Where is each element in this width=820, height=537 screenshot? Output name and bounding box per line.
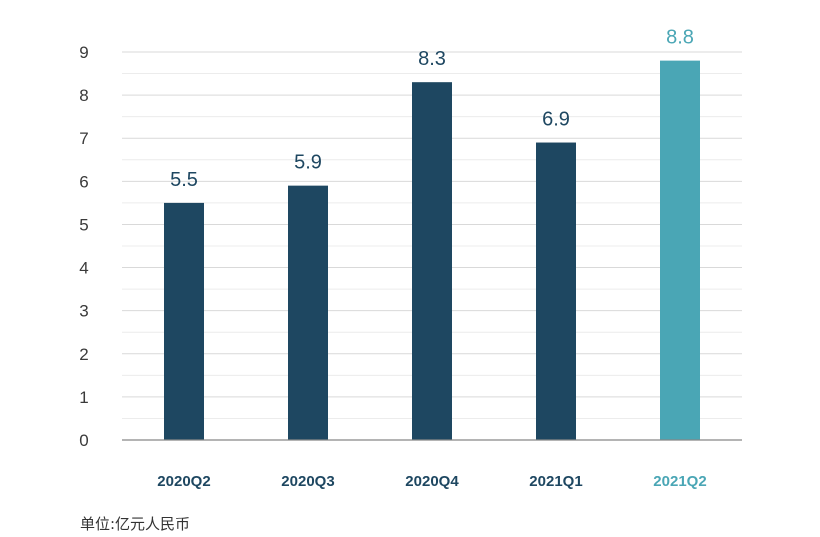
- y-tick-label: 7: [79, 129, 88, 148]
- x-axis-categories: 2020Q2 2020Q3 2020Q4 2021Q1 2021Q2: [157, 473, 706, 490]
- y-tick-label: 2: [79, 345, 88, 364]
- bars: [164, 60, 700, 441]
- bar-2020Q4: [412, 82, 452, 440]
- y-tick-label: 9: [79, 43, 88, 62]
- y-tick-label: 3: [79, 302, 88, 321]
- category-label: 2020Q2: [157, 473, 210, 490]
- value-labels: 5.5 5.9 8.3 6.9 8.8: [170, 27, 694, 191]
- value-label: 8.8: [666, 27, 694, 49]
- y-tick-label: 5: [79, 215, 88, 234]
- category-label: 2021Q1: [529, 473, 582, 490]
- value-label: 5.9: [294, 152, 322, 174]
- category-label: 2020Q3: [281, 473, 334, 490]
- category-label: 2021Q2: [653, 473, 706, 490]
- y-tick-label: 8: [79, 86, 88, 105]
- y-tick-label: 0: [79, 431, 88, 450]
- bar-2021Q2: [660, 60, 700, 440]
- value-label: 8.3: [418, 48, 446, 70]
- bar-2021Q1: [536, 142, 576, 441]
- bar-2020Q3: [288, 185, 328, 440]
- y-tick-label: 1: [79, 388, 88, 407]
- value-label: 6.9: [542, 109, 570, 131]
- bar-2020Q2: [164, 202, 204, 440]
- y-axis-ticks: 0 1 2 3 4 5 6 7 8 9: [79, 43, 88, 450]
- y-tick-label: 4: [79, 259, 88, 278]
- value-label: 5.5: [170, 169, 198, 191]
- unit-note: 单位:亿元人民币: [80, 515, 191, 533]
- y-tick-label: 6: [79, 172, 88, 191]
- category-label: 2020Q4: [405, 473, 459, 490]
